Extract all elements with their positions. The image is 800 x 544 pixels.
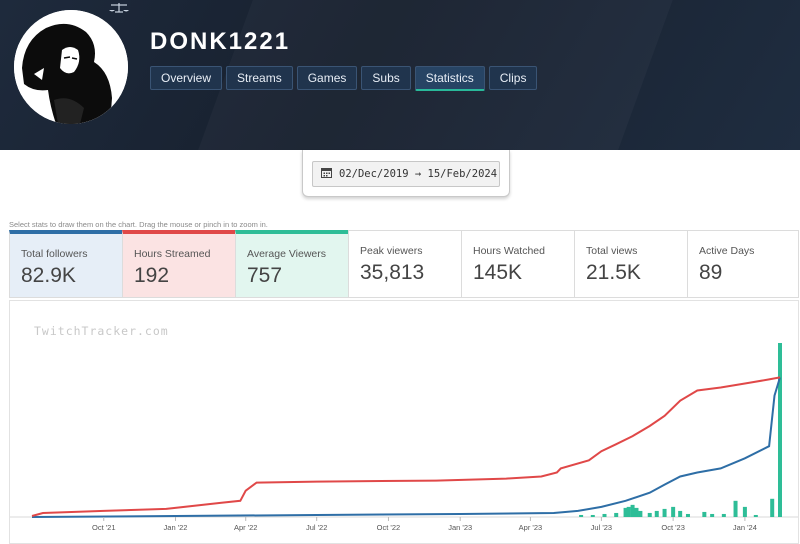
avatar[interactable] (14, 10, 128, 124)
stat-label: Hours Watched (473, 245, 545, 257)
average-viewers-bar (733, 500, 738, 517)
tab-clips[interactable]: Clips (488, 66, 538, 90)
stat-label: Hours Streamed (134, 248, 211, 260)
tab-overview[interactable]: Overview (150, 66, 223, 90)
stat-total-followers[interactable]: Total followers 82.9K (9, 230, 123, 298)
x-tick-label: Apr '23 (519, 523, 543, 532)
stat-hours-watched[interactable]: Hours Watched 145K (461, 230, 575, 298)
tab-streams[interactable]: Streams (226, 66, 293, 90)
average-viewers-bar (579, 514, 584, 517)
x-axis-ticks: Oct '21 Jan '22 Apr '22 Jul '22 Oct '22 Jan '… (92, 517, 757, 532)
tab-statistics[interactable]: Statistics (414, 66, 485, 91)
stat-peak-viewers[interactable]: Peak viewers 35,813 (348, 230, 462, 298)
chart-watermark: TwitchTracker.com (34, 324, 169, 338)
statistics-chart[interactable]: TwitchTracker.com Oct '21 Jan '22 Apr '22 J… (9, 300, 799, 544)
stat-value: 21.5K (586, 261, 641, 284)
average-viewers-bar (721, 513, 726, 517)
chart-hint: Select stats to draw them on the chart. … (9, 220, 268, 229)
stat-value: 89 (699, 261, 723, 284)
hours-streamed-line (31, 376, 781, 517)
average-viewers-bar (590, 514, 595, 517)
average-viewers-bar (742, 506, 747, 517)
average-viewers-bar (630, 504, 635, 517)
stat-value: 757 (247, 264, 283, 287)
average-viewers-bar (602, 513, 607, 517)
average-viewers-bar (678, 510, 683, 517)
stat-value: 145K (473, 261, 523, 284)
average-viewers-bar (654, 510, 659, 517)
stat-label: Total followers (21, 248, 88, 260)
average-viewers-bar (638, 510, 643, 517)
stat-active-days[interactable]: Active Days 89 (687, 230, 799, 298)
x-tick-label: Apr '22 (234, 523, 258, 532)
stat-hours-streamed[interactable]: Hours Streamed 192 (122, 230, 236, 298)
average-viewers-bar (770, 498, 775, 517)
average-viewers-bar (778, 343, 782, 517)
x-tick-label: Jan '22 (164, 523, 188, 532)
tab-games[interactable]: Games (296, 66, 358, 90)
date-range-picker[interactable]: 02/Dec/2019 → 15/Feb/2024 (312, 161, 500, 187)
average-viewers-bar (626, 506, 631, 517)
average-viewers-bar (662, 508, 667, 517)
average-viewers-bar (634, 507, 639, 517)
x-tick-label: Jan '23 (448, 523, 472, 532)
average-viewers-bar (671, 506, 676, 517)
stat-label: Average Viewers (247, 248, 326, 260)
average-viewers-bar (702, 511, 707, 517)
stat-average-viewers[interactable]: Average Viewers 757 (235, 230, 349, 298)
chart-svg: TwitchTracker.com Oct '21 Jan '22 Apr '22 J… (10, 324, 798, 532)
x-tick-label: Oct '21 (92, 523, 116, 532)
stat-value: 192 (134, 264, 170, 287)
avatar-image (14, 10, 128, 124)
scales-icon (108, 2, 130, 17)
total-followers-line (31, 377, 781, 518)
date-range-container: 02/Dec/2019 → 15/Feb/2024 (302, 150, 510, 197)
stat-label: Peak viewers (360, 245, 423, 257)
x-tick-label: Jul '23 (591, 523, 612, 532)
date-range-text: 02/Dec/2019 → 15/Feb/2024 (339, 168, 498, 180)
average-viewers-bars (579, 343, 782, 517)
average-viewers-bar (753, 514, 758, 517)
stats-row: Total followers 82.9K Hours Streamed 192… (9, 230, 799, 300)
channel-header: DONK1221 Overview Streams Games Subs Sta… (0, 0, 800, 150)
stat-label: Active Days (699, 245, 755, 257)
x-tick-label: Oct '22 (377, 523, 401, 532)
calendar-icon (318, 167, 334, 181)
x-tick-label: Oct '23 (661, 523, 685, 532)
average-viewers-bar (685, 513, 690, 517)
x-tick-label: Jul '22 (306, 523, 327, 532)
x-tick-label: Jan '24 (733, 523, 757, 532)
average-viewers-bar (623, 507, 628, 517)
stat-label: Total views (586, 245, 638, 257)
channel-name: DONK1221 (150, 28, 291, 55)
channel-nav: Overview Streams Games Subs Statistics C… (150, 66, 538, 91)
stat-total-views[interactable]: Total views 21.5K (574, 230, 688, 298)
average-viewers-bar (710, 513, 715, 517)
average-viewers-bar (647, 512, 652, 517)
stat-value: 82.9K (21, 264, 76, 287)
tab-subs[interactable]: Subs (361, 66, 411, 90)
average-viewers-bar (614, 512, 619, 517)
stat-value: 35,813 (360, 261, 425, 284)
